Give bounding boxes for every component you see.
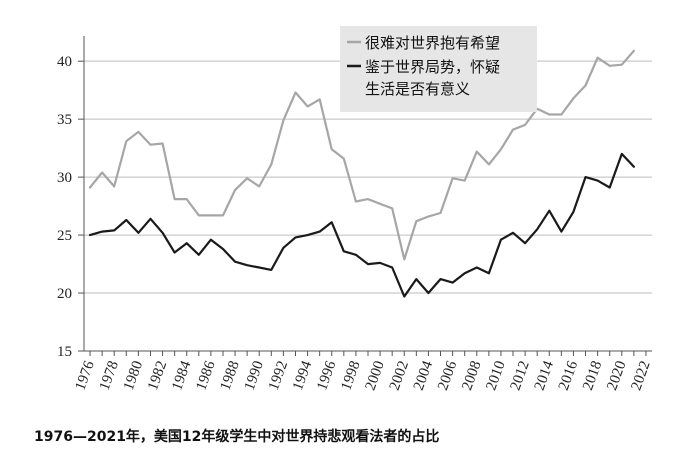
x-tick-label: 1986 <box>193 358 218 392</box>
x-tick-label: 2006 <box>435 358 460 392</box>
chart-caption: 1976—2021年，美国12年级学生中对世界持悲观看法者的占比 <box>34 429 440 445</box>
axes <box>78 36 652 356</box>
y-tick-label: 15 <box>57 344 72 360</box>
x-tick-label: 2018 <box>580 359 605 393</box>
x-tick-label: 1982 <box>145 359 170 393</box>
x-tick-label: 2010 <box>483 359 508 393</box>
x-tick-label: 2020 <box>604 359 629 393</box>
x-tick-label: 2000 <box>363 359 388 393</box>
y-tick-label: 25 <box>57 228 72 244</box>
x-tick-label: 1998 <box>338 359 363 393</box>
series-line-hope <box>88 49 636 261</box>
x-tick-label: 1978 <box>97 359 122 393</box>
x-tick-label: 2012 <box>508 359 533 393</box>
y-tick-label: 35 <box>57 112 72 128</box>
x-tick-label: 1976 <box>73 358 98 392</box>
y-tick-labels: 15 20 25 30 35 40 <box>57 54 72 360</box>
y-tick-label: 20 <box>57 286 72 302</box>
series-line-meaning <box>88 152 636 298</box>
x-tick-label: 1988 <box>218 359 243 393</box>
x-tick-label: 2022 <box>628 359 653 393</box>
x-tick-label: 1992 <box>266 359 291 393</box>
x-tick-label: 2008 <box>459 359 484 393</box>
y-tick-label: 40 <box>57 54 72 70</box>
x-tick-label: 2014 <box>532 358 557 392</box>
legend-label: 生活是否有意义 <box>365 80 470 98</box>
x-tick-label: 1990 <box>242 359 267 393</box>
legend-label: 鉴于世界局势，怀疑 <box>365 58 500 76</box>
x-tick-label: 2016 <box>556 358 581 392</box>
x-tick-label: 1984 <box>169 358 194 392</box>
x-tick-label: 1994 <box>290 358 315 392</box>
series-lines <box>88 49 636 298</box>
x-tick-label: 1996 <box>314 358 339 392</box>
x-tick-labels: 1976197819801982198419861988199019921994… <box>73 358 654 392</box>
y-tick-label: 30 <box>57 170 72 186</box>
x-tick-label: 1980 <box>121 359 146 393</box>
x-tick-label: 2004 <box>411 358 436 392</box>
legend-box <box>340 26 537 112</box>
x-tick-label: 2002 <box>387 359 412 393</box>
legend-label: 很难对世界抱有希望 <box>365 34 500 52</box>
